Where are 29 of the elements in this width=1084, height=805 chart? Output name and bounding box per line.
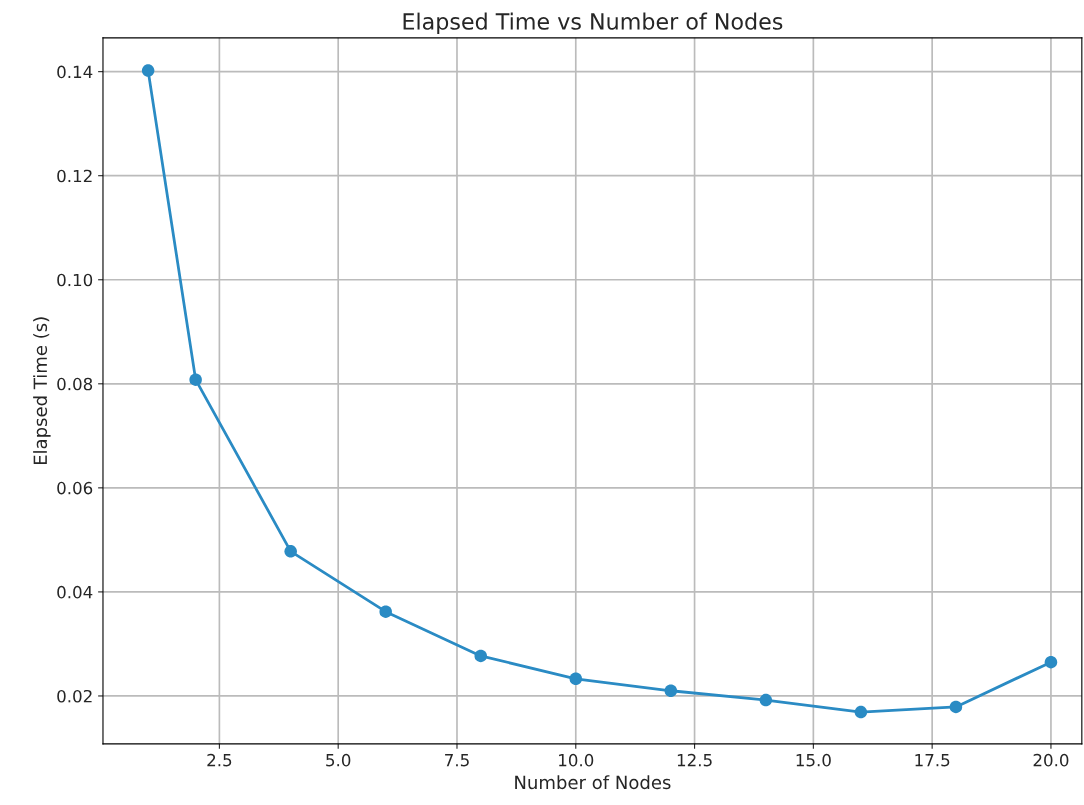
point — [379, 605, 392, 618]
x-axis-title: Number of Nodes — [515, 775, 671, 790]
point — [1044, 655, 1058, 669]
y-tick-label: 0.08 — [57, 377, 93, 391]
y-tick-label: 0.10 — [57, 273, 93, 287]
y-tick-label: 0.06 — [57, 481, 93, 495]
point — [474, 649, 487, 663]
x-tick-label: 12.5 — [677, 753, 712, 767]
y-tick-label: 0.12 — [57, 169, 92, 183]
x-tick-label: 10.0 — [559, 753, 594, 767]
x-tick-label: 7.5 — [445, 754, 469, 767]
x-tick-label: 2.5 — [207, 753, 232, 767]
x-tick-label: 17.5 — [915, 754, 950, 767]
chart-title: Elapsed Time vs Number of Nodes — [403, 12, 783, 35]
y-tick-label: 0.02 — [57, 689, 92, 703]
point — [854, 705, 868, 719]
x-tick-label: 15.0 — [796, 753, 831, 767]
y-tick-label: 0.04 — [57, 585, 93, 599]
y-tick-label: 0.14 — [57, 65, 93, 79]
point — [189, 373, 202, 386]
point — [664, 684, 678, 697]
x-tick-label: 5.0 — [326, 753, 351, 767]
x-tick-label: 20.0 — [1033, 753, 1069, 767]
point — [569, 672, 583, 686]
point — [284, 545, 297, 558]
point — [759, 693, 773, 707]
point — [949, 700, 963, 714]
point — [141, 64, 155, 77]
y-axis-title: Elapsed Time (s) — [33, 317, 51, 465]
